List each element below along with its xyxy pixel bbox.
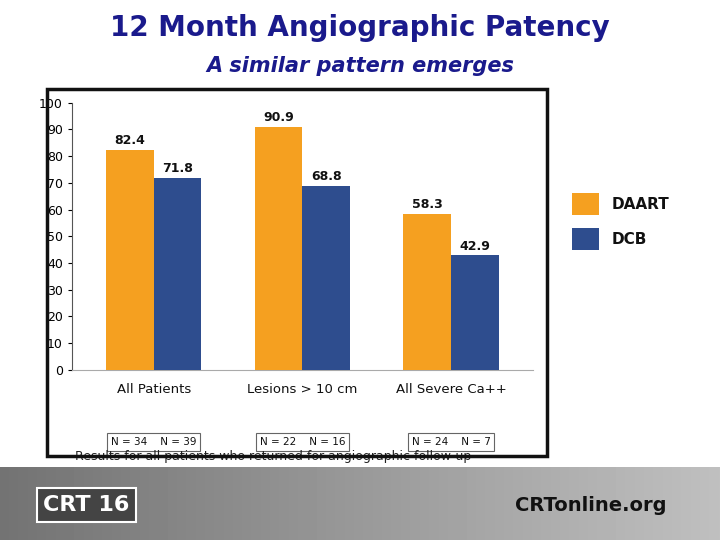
Bar — [403, 214, 451, 370]
Text: N = 34    N = 39: N = 34 N = 39 — [111, 437, 197, 447]
Text: Results for all patients who returned for angiographic follow-up: Results for all patients who returned fo… — [76, 450, 472, 463]
Text: 12 Month Angiographic Patency: 12 Month Angiographic Patency — [110, 14, 610, 42]
Bar — [106, 150, 154, 370]
Bar — [154, 178, 202, 370]
Text: 71.8: 71.8 — [162, 163, 193, 176]
Text: A similar pattern emerges: A similar pattern emerges — [206, 56, 514, 76]
Legend: DAART, DCB: DAART, DCB — [566, 187, 675, 256]
Text: 68.8: 68.8 — [311, 170, 341, 183]
Text: N = 24    N = 7: N = 24 N = 7 — [412, 437, 490, 447]
Text: CRT 16: CRT 16 — [43, 495, 130, 515]
Text: CRTonline.org: CRTonline.org — [515, 496, 666, 515]
Text: 82.4: 82.4 — [114, 134, 145, 147]
Bar — [302, 186, 350, 370]
Text: 58.3: 58.3 — [412, 198, 443, 211]
Text: 42.9: 42.9 — [459, 240, 490, 253]
Bar — [451, 255, 499, 370]
Text: 90.9: 90.9 — [264, 111, 294, 124]
Text: N = 22    N = 16: N = 22 N = 16 — [260, 437, 345, 447]
Bar — [255, 127, 302, 370]
